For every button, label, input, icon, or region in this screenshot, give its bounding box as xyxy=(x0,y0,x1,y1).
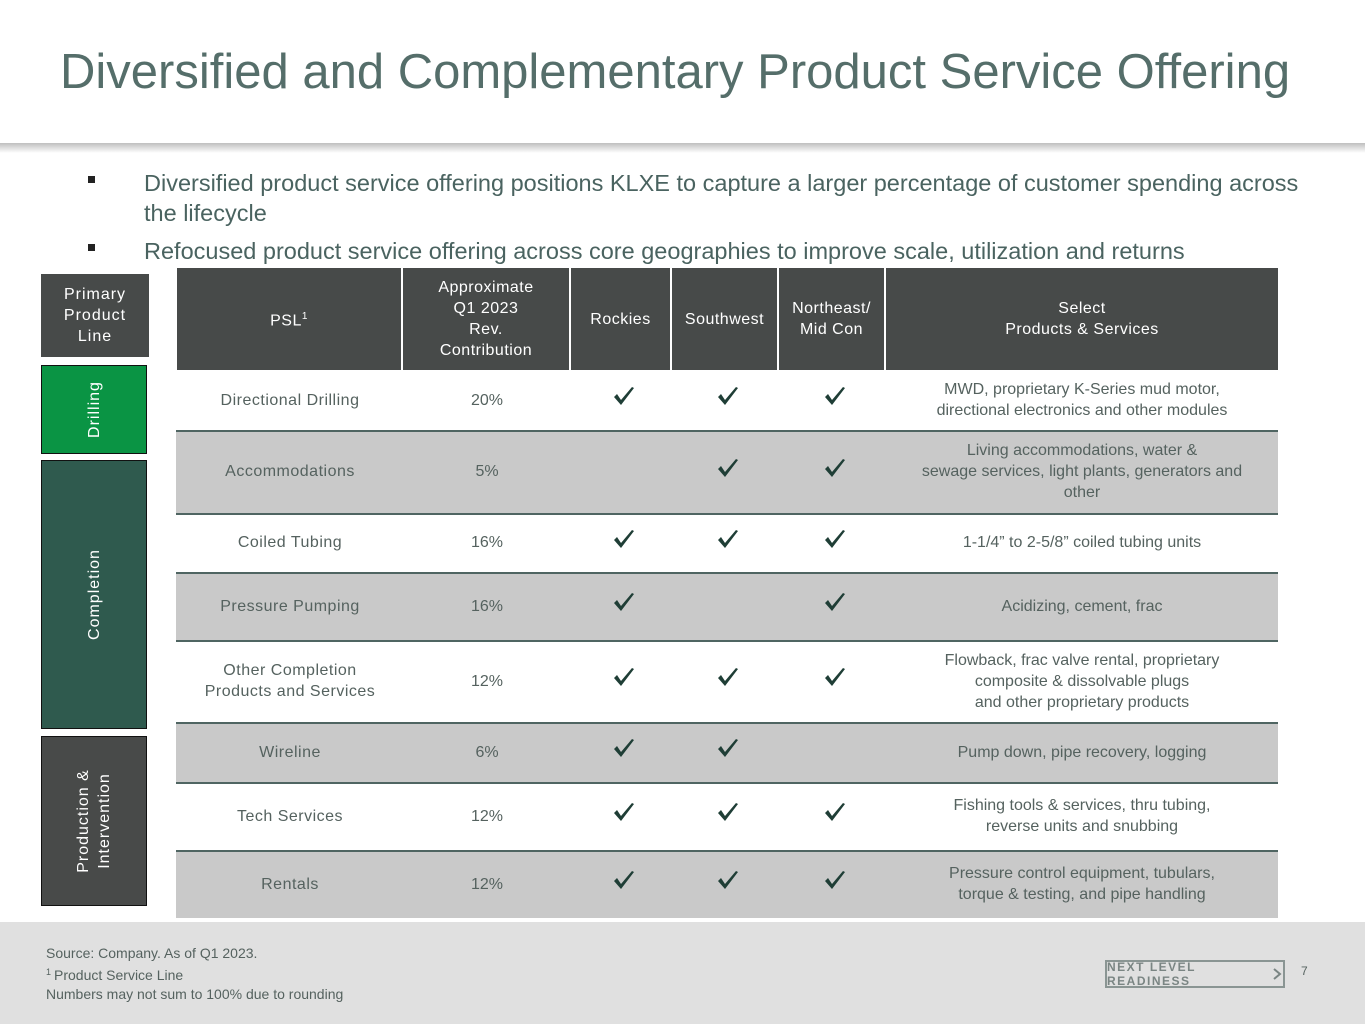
column-header: Approximate Q1 2023 Rev. Contribution xyxy=(403,268,569,370)
superscript: 1 xyxy=(301,311,308,323)
column-header-text: Rockies xyxy=(590,310,651,328)
bullet-text: Refocused product service offering acros… xyxy=(144,238,1185,264)
check-mark xyxy=(824,593,845,611)
table-cell: Pressure Pumping xyxy=(220,597,360,615)
check-mark xyxy=(717,668,738,686)
group-label: Drilling xyxy=(85,381,103,438)
table-cell: 20% xyxy=(470,391,504,409)
group-label: Production & Intervention xyxy=(74,769,113,873)
column-header-text: Southwest xyxy=(684,310,765,328)
footnote: 1 Product Service Line xyxy=(46,963,343,985)
table-cell: 12% xyxy=(470,807,504,825)
column-header-text: Northeast/ Mid Con xyxy=(792,300,871,338)
group-box: Drilling xyxy=(41,365,147,454)
column-header-text: Approximate Q1 2023 Rev. Contribution xyxy=(438,279,534,359)
logo-text: NEXT LEVEL READINESS xyxy=(1107,960,1196,988)
column-header-text: PSL1 xyxy=(270,311,308,330)
check-mark xyxy=(613,803,634,821)
table-cell: MWD, proprietary K-Series mud motor, dir… xyxy=(936,381,1228,419)
superscript: 1 xyxy=(46,966,52,977)
group-header-text: Primary Product Line xyxy=(63,286,127,345)
column-header-text: Select Products & Services xyxy=(1005,300,1159,338)
check-mark xyxy=(613,739,634,757)
check-mark xyxy=(824,803,845,821)
check-mark xyxy=(613,387,634,405)
table-cell: Wireline xyxy=(259,743,321,761)
table-cell: 16% xyxy=(470,597,504,615)
check-mark xyxy=(717,458,738,477)
check-mark xyxy=(613,593,634,611)
title: Diversified and Complementary Product Se… xyxy=(60,45,1291,99)
page-number: 7 xyxy=(1301,964,1308,978)
table-cell: Fishing tools & services, thru tubing, r… xyxy=(953,797,1211,835)
table-cell: Living accommodations, water & sewage se… xyxy=(921,442,1243,501)
logo: NEXT LEVEL READINESS xyxy=(1105,960,1285,988)
table-cell: Acidizing, cement, frac xyxy=(1001,597,1163,615)
table-cell: Directional Drilling xyxy=(220,391,360,409)
table-cell: Flowback, frac valve rental, proprietary… xyxy=(944,651,1220,711)
check-mark xyxy=(717,739,738,757)
column-header: Select Products & Services xyxy=(886,268,1278,370)
check-mark xyxy=(717,387,738,405)
table-cell: Pump down, pipe recovery, logging xyxy=(957,743,1207,761)
logo-chevron xyxy=(1273,968,1282,980)
check-mark xyxy=(824,387,845,405)
check-mark xyxy=(717,871,738,889)
group-label: Completion xyxy=(85,549,103,640)
footnote-text: Product Service Line xyxy=(54,967,184,984)
bullet-marker xyxy=(88,244,95,251)
group-box: Production & Intervention xyxy=(41,736,147,906)
check-mark xyxy=(613,668,634,686)
check-mark xyxy=(613,871,634,889)
table-cell: 1-1/4” to 2-5/8” coiled tubing units xyxy=(962,534,1202,551)
table-cell: 16% xyxy=(470,534,504,551)
group-header: Primary Product Line xyxy=(41,274,149,357)
group-box: Completion xyxy=(41,460,147,729)
table-cell: Tech Services xyxy=(236,807,344,825)
source: Source: Company. As of Q1 2023. xyxy=(46,945,258,961)
check-mark xyxy=(824,871,845,889)
table-cell: 12% xyxy=(470,672,504,690)
table-cell: Pressure control equipment, tubulars, to… xyxy=(949,865,1215,903)
footer-band xyxy=(0,922,1365,1024)
table-cell: Other Completion Products and Services xyxy=(204,662,376,700)
divider xyxy=(0,143,1365,153)
column-header: Southwest xyxy=(672,268,777,370)
note: Numbers may not sum to 100% due to round… xyxy=(46,985,344,1002)
table-cell: Accommodations xyxy=(225,463,355,480)
check-mark xyxy=(824,668,845,686)
column-header: PSL1 xyxy=(177,268,401,370)
bullet-text: Diversified product service offering pos… xyxy=(144,170,1299,226)
table-cell: 5% xyxy=(475,463,499,480)
column-header: Rockies xyxy=(571,268,670,370)
check-mark xyxy=(824,529,845,548)
column-header: Northeast/ Mid Con xyxy=(779,268,884,370)
check-mark xyxy=(824,458,845,477)
check-mark xyxy=(613,529,634,548)
table-cell: Rentals xyxy=(261,875,319,893)
check-mark xyxy=(717,529,738,548)
table-cell: 12% xyxy=(470,875,504,893)
source-notes: Source: Company. As of Q1 2023. 1 Product … xyxy=(46,944,343,1003)
bullet-marker xyxy=(88,176,95,183)
table-row xyxy=(176,572,1278,640)
table-cell: Coiled Tubing xyxy=(237,534,343,551)
table-cell: 6% xyxy=(475,743,499,761)
check-mark xyxy=(717,803,738,821)
